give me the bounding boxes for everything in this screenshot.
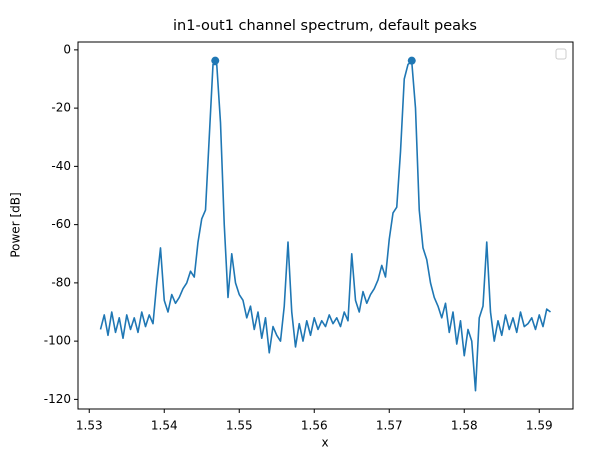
x-tick-label: 1.59 bbox=[526, 419, 553, 433]
y-tick-label: 0 bbox=[63, 42, 71, 56]
series-line bbox=[99, 60, 551, 392]
chart-title: in1-out1 channel spectrum, default peaks bbox=[173, 18, 477, 34]
y-tick-label: -60 bbox=[51, 217, 71, 231]
peak-marker bbox=[211, 56, 220, 65]
x-tick-label: 1.58 bbox=[451, 419, 478, 433]
y-tick-label: -20 bbox=[51, 101, 71, 115]
x-tick-label: 1.54 bbox=[151, 419, 178, 433]
legend bbox=[555, 48, 567, 60]
peak-marker bbox=[407, 56, 416, 65]
y-axis-label: Power [dB] bbox=[9, 192, 23, 257]
plot-frame bbox=[77, 41, 574, 410]
y-tick-label: -80 bbox=[51, 275, 71, 289]
x-axis-label: x bbox=[321, 436, 328, 449]
x-tick-label: 1.57 bbox=[376, 419, 403, 433]
x-tick-label: 1.55 bbox=[226, 419, 253, 433]
y-tick-label: -100 bbox=[44, 334, 71, 348]
x-tick-label: 1.56 bbox=[301, 419, 328, 433]
x-tick-label: 1.53 bbox=[76, 419, 103, 433]
y-tick-label: -120 bbox=[44, 392, 71, 406]
y-tick-label: -40 bbox=[51, 159, 71, 173]
